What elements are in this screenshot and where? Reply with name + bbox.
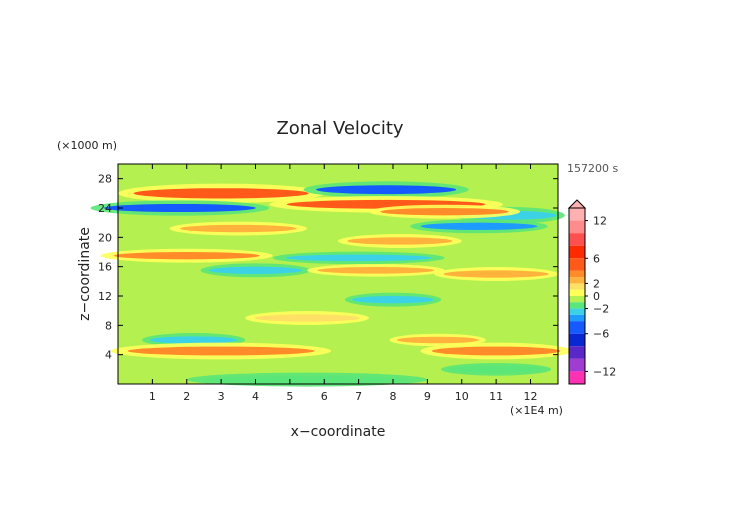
colorbar-swatch bbox=[569, 208, 585, 221]
colorbar-swatch bbox=[569, 346, 585, 359]
colorbar-swatch bbox=[569, 220, 585, 234]
field-contour bbox=[285, 254, 432, 262]
colorbar-swatch bbox=[569, 371, 585, 384]
y-tick-label: 8 bbox=[105, 319, 112, 332]
colorbar-swatch bbox=[569, 358, 585, 372]
colorbar-swatch bbox=[569, 277, 585, 284]
colorbar-extend-arrow bbox=[567, 199, 587, 209]
colorbar-swatch bbox=[569, 283, 585, 290]
x-tick-label: 3 bbox=[218, 390, 225, 403]
x-tick-label: 7 bbox=[355, 390, 362, 403]
x-axis-ticks: 1 2 3 4 5 6 7 8 9 10 11 12 bbox=[149, 164, 538, 403]
colorbar-tick-label: 6 bbox=[593, 252, 600, 265]
y-tick-label: 28 bbox=[98, 173, 112, 186]
colorbar-swatch bbox=[569, 333, 585, 347]
colorbar-tick-label: 0 bbox=[593, 290, 600, 303]
colorbar-swatch bbox=[569, 233, 585, 246]
y-axis-ticks: 4 8 12 16 20 24 28 bbox=[98, 173, 558, 362]
plot-area bbox=[90, 164, 572, 387]
field-contour bbox=[127, 346, 315, 356]
colorbar-swatch bbox=[569, 302, 585, 309]
colorbar-tick-label: −2 bbox=[593, 303, 609, 316]
colorbar-swatch bbox=[569, 258, 585, 271]
x-tick-label: 6 bbox=[321, 390, 328, 403]
colorbar-swatch bbox=[569, 314, 585, 322]
colorbar-swatch bbox=[569, 321, 585, 334]
chart-title: Zonal Velocity bbox=[276, 118, 403, 139]
colorbar-swatch bbox=[569, 289, 585, 296]
field-contour bbox=[317, 267, 435, 274]
field-contour bbox=[380, 208, 509, 216]
field-contour bbox=[113, 252, 260, 260]
colorbar: 12 6 20−2 −6 −12 bbox=[567, 199, 616, 385]
field-contour bbox=[347, 237, 453, 245]
field-contour bbox=[133, 188, 309, 199]
x-tick-label: 12 bbox=[524, 390, 538, 403]
field-contour bbox=[420, 222, 538, 230]
field-contour bbox=[103, 203, 256, 213]
x-tick-label: 4 bbox=[252, 390, 259, 403]
colorbar-swatch bbox=[569, 270, 585, 278]
y-tick-label: 20 bbox=[98, 231, 112, 244]
x-tick-label: 11 bbox=[489, 390, 503, 403]
x-tick-label: 10 bbox=[455, 390, 469, 403]
y-axis-unit: (×1000 m) bbox=[57, 139, 117, 152]
field-contour bbox=[431, 346, 561, 356]
colorbar-tick-label: −6 bbox=[593, 328, 609, 341]
field-contour bbox=[179, 224, 297, 233]
y-tick-label: 16 bbox=[98, 261, 112, 274]
colorbar-tick-label: 2 bbox=[593, 277, 600, 290]
plot-frame bbox=[117, 163, 559, 385]
y-tick-label: 12 bbox=[98, 290, 112, 303]
x-tick-label: 9 bbox=[424, 390, 431, 403]
colorbar-swatch bbox=[569, 308, 585, 315]
field-contour bbox=[352, 296, 434, 304]
field-contour bbox=[254, 314, 360, 322]
colorbar-tick-label: −12 bbox=[593, 365, 616, 378]
field-contour bbox=[396, 336, 479, 344]
x-tick-label: 8 bbox=[390, 390, 397, 403]
field-contour bbox=[443, 270, 549, 278]
colorbar-swatch bbox=[569, 245, 585, 259]
y-tick-label: 4 bbox=[105, 349, 112, 362]
y-tick-label: 24 bbox=[98, 202, 112, 215]
time-label: 157200 s bbox=[567, 162, 618, 175]
y-axis-label: z−coordinate bbox=[77, 227, 93, 321]
field-contour bbox=[204, 375, 410, 384]
x-tick-label: 1 bbox=[149, 390, 156, 403]
x-axis-unit: (×1E4 m) bbox=[510, 404, 563, 417]
field-contour bbox=[449, 366, 543, 373]
colorbar-swatch bbox=[569, 296, 585, 303]
field-contour bbox=[316, 185, 457, 195]
x-tick-label: 5 bbox=[286, 390, 293, 403]
x-tick-label: 2 bbox=[183, 390, 190, 403]
field-contour bbox=[149, 336, 238, 344]
colorbar-tick-label: 12 bbox=[593, 215, 607, 228]
field-contour bbox=[208, 266, 303, 275]
x-axis-label: x−coordinate bbox=[291, 424, 386, 440]
